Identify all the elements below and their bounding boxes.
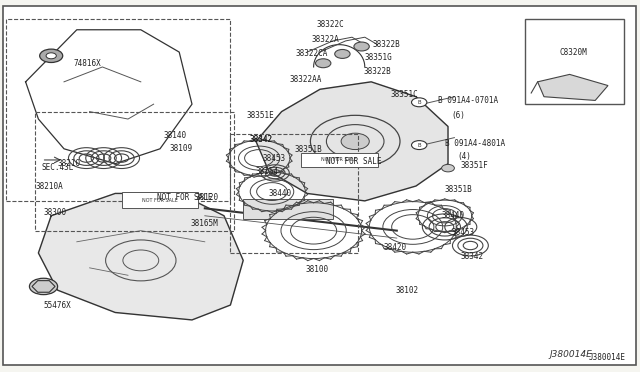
Text: 38453: 38453 bbox=[451, 228, 474, 237]
Polygon shape bbox=[538, 74, 608, 100]
Text: 38351E: 38351E bbox=[246, 111, 274, 120]
Bar bbox=[35, 112, 234, 231]
Text: 38120: 38120 bbox=[195, 193, 218, 202]
Bar bbox=[230, 134, 358, 253]
Text: (6): (6) bbox=[451, 111, 465, 120]
Text: 38300: 38300 bbox=[44, 208, 67, 217]
Circle shape bbox=[354, 42, 369, 51]
Polygon shape bbox=[256, 82, 448, 201]
Text: 38351F: 38351F bbox=[461, 161, 488, 170]
Text: 38342: 38342 bbox=[250, 135, 273, 144]
Circle shape bbox=[46, 53, 56, 59]
Circle shape bbox=[40, 49, 63, 62]
Text: 38102: 38102 bbox=[396, 286, 419, 295]
Circle shape bbox=[29, 278, 58, 295]
Text: 38342: 38342 bbox=[250, 135, 273, 144]
Text: B 091A4-0701A: B 091A4-0701A bbox=[438, 96, 499, 105]
Text: SEC.43L: SEC.43L bbox=[42, 163, 74, 172]
Text: 38322C: 38322C bbox=[317, 20, 344, 29]
Circle shape bbox=[335, 49, 350, 58]
Text: 38140: 38140 bbox=[163, 131, 186, 140]
Circle shape bbox=[341, 133, 369, 150]
Text: 38322B: 38322B bbox=[364, 67, 391, 76]
Circle shape bbox=[412, 141, 427, 150]
Text: 38210A: 38210A bbox=[35, 182, 63, 190]
Text: 38440: 38440 bbox=[269, 189, 292, 198]
Text: 38420: 38420 bbox=[384, 243, 407, 252]
Circle shape bbox=[412, 98, 427, 107]
Text: B 091A4-4801A: B 091A4-4801A bbox=[445, 139, 505, 148]
Polygon shape bbox=[32, 280, 55, 292]
Text: NOT FOR SALE: NOT FOR SALE bbox=[157, 193, 212, 202]
Text: NOT FOR SALE: NOT FOR SALE bbox=[142, 198, 178, 203]
Polygon shape bbox=[38, 193, 243, 320]
Text: 38322CA: 38322CA bbox=[296, 49, 328, 58]
Text: 38342: 38342 bbox=[461, 252, 484, 261]
Text: B: B bbox=[417, 100, 421, 105]
Text: 38351C: 38351C bbox=[390, 90, 418, 99]
Text: NOT FOR SALE: NOT FOR SALE bbox=[321, 157, 357, 163]
Text: 38109: 38109 bbox=[170, 144, 193, 153]
Text: J380014E: J380014E bbox=[549, 350, 592, 359]
Bar bbox=[301, 153, 378, 167]
Text: 38351B: 38351B bbox=[445, 185, 472, 194]
Text: 38322A: 38322A bbox=[312, 35, 339, 44]
Text: 38165M: 38165M bbox=[191, 219, 218, 228]
Text: 38210: 38210 bbox=[58, 159, 81, 168]
Text: 55476X: 55476X bbox=[44, 301, 71, 310]
Text: 38322B: 38322B bbox=[372, 40, 400, 49]
Bar bbox=[525, 19, 624, 104]
Text: 38322AA: 38322AA bbox=[290, 76, 323, 84]
Text: 74816X: 74816X bbox=[74, 59, 101, 68]
Text: J380014E: J380014E bbox=[589, 353, 626, 362]
Text: 38351G: 38351G bbox=[365, 53, 392, 62]
Text: C8320M: C8320M bbox=[560, 48, 588, 57]
Circle shape bbox=[442, 164, 454, 172]
Text: 38100: 38100 bbox=[306, 265, 329, 274]
Text: (4): (4) bbox=[458, 152, 472, 161]
Text: NOT FOR SALE: NOT FOR SALE bbox=[326, 157, 382, 166]
Bar bbox=[122, 192, 198, 208]
Bar bbox=[243, 199, 333, 219]
Text: 38440: 38440 bbox=[442, 211, 465, 220]
Circle shape bbox=[316, 59, 331, 68]
Text: 38154: 38154 bbox=[256, 167, 279, 176]
Bar bbox=[6, 19, 230, 201]
Text: 38351B: 38351B bbox=[294, 145, 322, 154]
Text: B: B bbox=[417, 142, 421, 148]
Text: 38453: 38453 bbox=[262, 154, 285, 163]
